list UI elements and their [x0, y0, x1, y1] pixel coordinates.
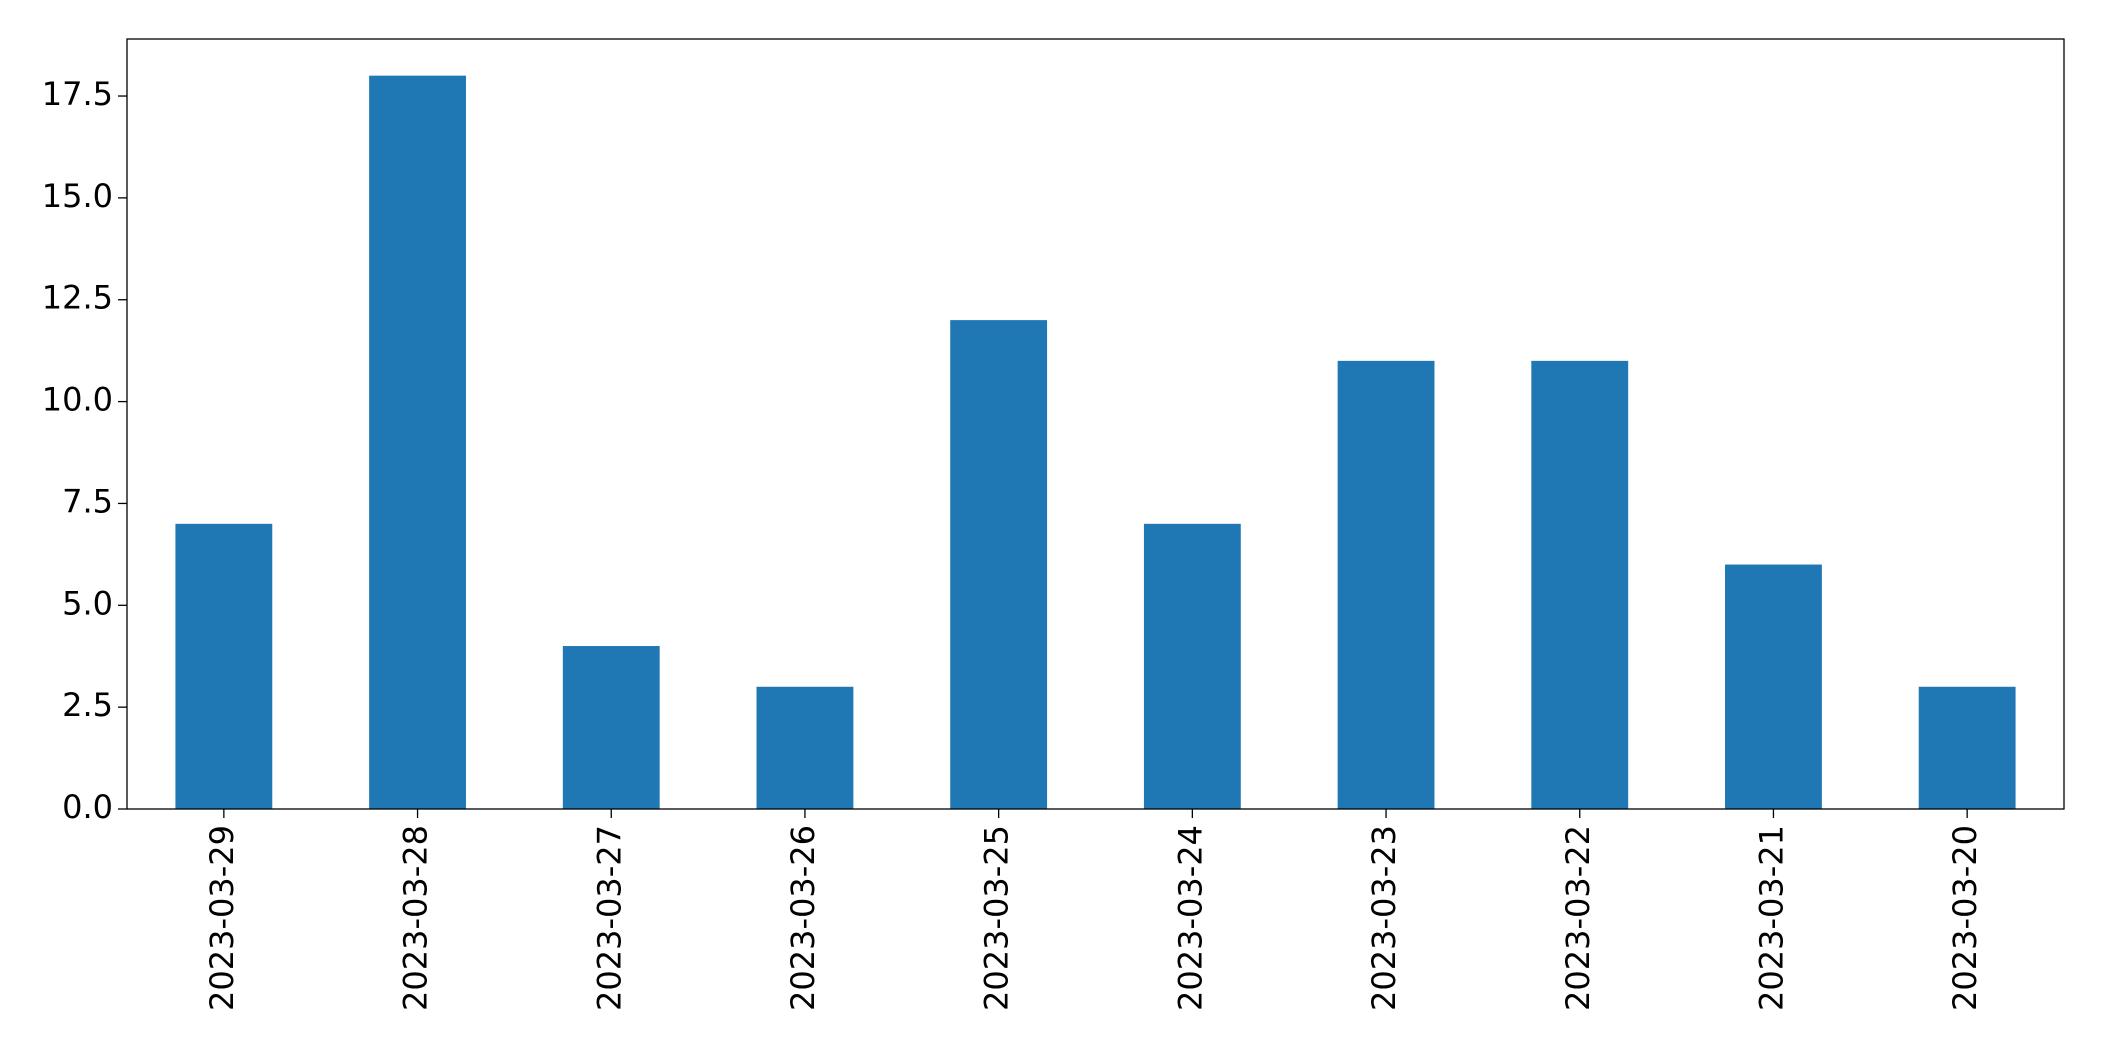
- y-tick-label: 10.0: [42, 381, 113, 419]
- x-tick-label: 2023-03-22: [1559, 825, 1597, 1011]
- bar: [369, 75, 466, 809]
- bar: [1337, 360, 1435, 809]
- y-tick-label: 2.5: [62, 686, 113, 724]
- x-tick-label: 2023-03-29: [203, 825, 241, 1011]
- x-tick-label: 2023-03-20: [1946, 825, 1984, 1011]
- x-tick-label: 2023-03-25: [978, 825, 1016, 1011]
- y-tick-label: 15.0: [42, 177, 113, 215]
- bar: [175, 523, 273, 809]
- y-tick-label: 17.5: [42, 75, 113, 113]
- bar: [756, 686, 854, 809]
- y-tick-label: 0.0: [62, 788, 113, 826]
- plot-frame: [126, 38, 2065, 810]
- x-tick-label: 2023-03-24: [1171, 825, 1209, 1011]
- y-tick-label: 7.5: [62, 482, 113, 520]
- x-tick-label: 2023-03-21: [1752, 825, 1790, 1011]
- bar: [1531, 360, 1629, 809]
- y-tick-label: 5.0: [62, 584, 113, 622]
- x-tick-label: 2023-03-23: [1365, 825, 1403, 1011]
- bar: [950, 320, 1048, 809]
- bar: [562, 646, 660, 809]
- x-tick-label: 2023-03-27: [590, 825, 628, 1011]
- bar: [1918, 686, 2016, 809]
- x-tick-label: 2023-03-26: [784, 825, 822, 1011]
- y-tick-label: 12.5: [42, 279, 113, 317]
- bar: [1143, 523, 1241, 809]
- x-tick-label: 2023-03-28: [397, 825, 435, 1011]
- bar: [1725, 564, 1822, 809]
